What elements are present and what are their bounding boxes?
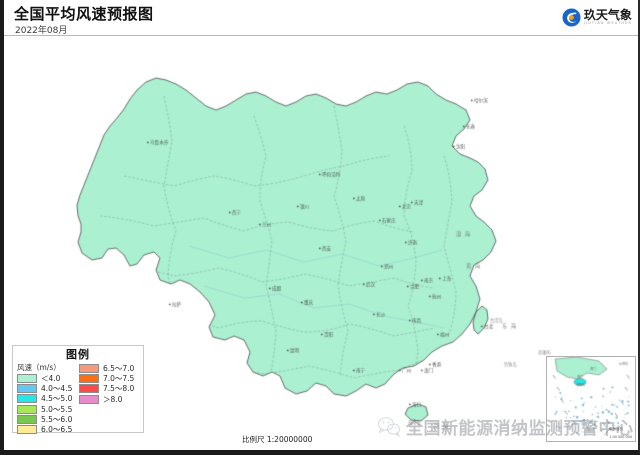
inset-scale-text: 1:40 000 000 (609, 435, 632, 439)
legend-swatch (17, 415, 37, 425)
legend-item: 5.0～5.5 (17, 404, 79, 414)
legend-swatch (78, 373, 99, 383)
legend-swatch (17, 383, 37, 393)
legend-item: 6.5～7.0 (78, 363, 139, 373)
inset-label: 南海诸岛 (608, 427, 623, 431)
map-area[interactable]: 图例 风速（m/s） ＜4.0 4.0～4.5 4.5～5.0 (4, 36, 638, 450)
legend-item-label: 4.5～5.0 (41, 394, 73, 404)
legend-title: 图例 (66, 348, 90, 361)
legend-column-left: 风速（m/s） ＜4.0 4.0～4.5 4.5～5.0 (17, 363, 79, 435)
inset-map-canvas[interactable] (547, 357, 635, 441)
legend-item: 7.0～7.5 (78, 373, 139, 383)
legend-item-label: 4.0～4.5 (41, 383, 73, 393)
legend-item-label: ＞8.0 (102, 394, 123, 404)
swirl-logo-icon (562, 7, 581, 27)
legend-item-label: ＜4.0 (41, 373, 61, 383)
legend-panel: 图例 风速（m/s） ＜4.0 4.0～4.5 4.5～5.0 (12, 345, 144, 435)
legend-swatch (78, 363, 99, 373)
legend-columns: 风速（m/s） ＜4.0 4.0～4.5 4.5～5.0 (13, 363, 143, 435)
legend-item-label: 6.5～7.0 (102, 363, 135, 373)
legend-swatch (78, 394, 99, 404)
legend-unit-header: 风速（m/s） (17, 363, 61, 372)
legend-swatch (17, 394, 37, 404)
legend-item-label: 7.5～8.0 (102, 384, 135, 394)
legend-item: 4.5～5.0 (17, 394, 79, 404)
page-subtitle: 2022年08月 (15, 26, 68, 36)
legend-swatch (78, 384, 99, 394)
map-scale-text: 比例尺 1:20000000 (242, 435, 313, 444)
legend-column-right: 6.5～7.0 7.0～7.5 7.5～8.0 ＞8.0 (78, 363, 139, 435)
south-china-sea-inset[interactable]: 南海诸岛 ⟋ 1:40 000 000 (546, 356, 636, 442)
legend-swatch (17, 373, 37, 383)
header-divider (4, 35, 638, 36)
brand-name: 玖天气象 (583, 7, 632, 22)
legend-item: 6.0～6.5 (17, 425, 79, 435)
legend-item: 4.0～4.5 (17, 383, 79, 393)
page-title: 全国平均风速预报图 (14, 5, 154, 23)
brand-text-wrap: 玖天气象 JIUTIAN WEATHER (584, 9, 632, 25)
legend-item: 7.5～8.0 (78, 384, 139, 394)
legend-item-label: 6.0～6.5 (41, 425, 73, 435)
legend-swatch (17, 425, 37, 435)
legend-item: ＞8.0 (78, 394, 139, 404)
legend-item: ＜4.0 (17, 373, 79, 383)
legend-item-label: 5.5～6.0 (41, 415, 73, 425)
page-header: 全国平均风速预报图 2022年08月 玖天气象 JIUTIAN WEATHER (4, 0, 638, 36)
legend-swatch (17, 404, 37, 414)
brand-subtitle: JIUTIAN WEATHER (583, 20, 632, 25)
legend-item-label: 5.0～5.5 (41, 404, 73, 414)
north-arrow-icon: ⟋ (604, 429, 609, 437)
brand-logo: 玖天气象 JIUTIAN WEATHER (562, 6, 632, 28)
legend-item-label: 7.0～7.5 (102, 373, 135, 383)
legend-item: 5.5～6.0 (17, 415, 79, 425)
